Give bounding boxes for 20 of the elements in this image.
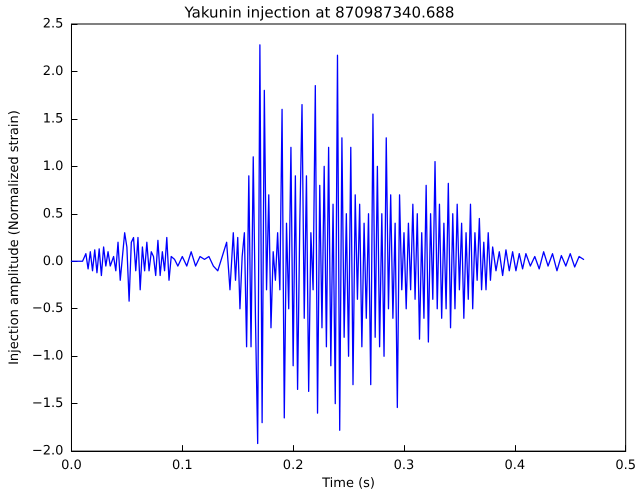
x-tick-label: 0.4 [504, 458, 526, 474]
y-axis-title: Injection amplitude (Normalized strain) [7, 110, 22, 365]
x-tick-label: 0.0 [61, 458, 82, 474]
x-axis-title: Time (s) [321, 476, 375, 491]
x-tick-label: 0.1 [172, 458, 193, 474]
y-tick-label: −1.0 [32, 348, 64, 364]
y-tick-label: 0.0 [42, 254, 64, 269]
line-series [70, 44, 584, 444]
y-tick-label: −0.5 [32, 301, 64, 316]
y-tick-label: −1.5 [32, 396, 64, 412]
y-tick-label: 2.5 [42, 16, 64, 32]
chart-title: Yakunin injection at 870987340.688 [184, 4, 454, 22]
y-tick-label: 0.5 [42, 206, 64, 222]
y-tick-label: 1.0 [42, 158, 64, 174]
y-tick-label: 1.5 [42, 111, 64, 126]
x-tick-label: 0.2 [282, 458, 304, 474]
y-tick-label: 2.0 [42, 64, 64, 79]
x-tick-label: 0.5 [615, 458, 636, 474]
x-tick-label: 0.3 [394, 458, 414, 474]
y-tick-label: −2.0 [32, 444, 64, 459]
